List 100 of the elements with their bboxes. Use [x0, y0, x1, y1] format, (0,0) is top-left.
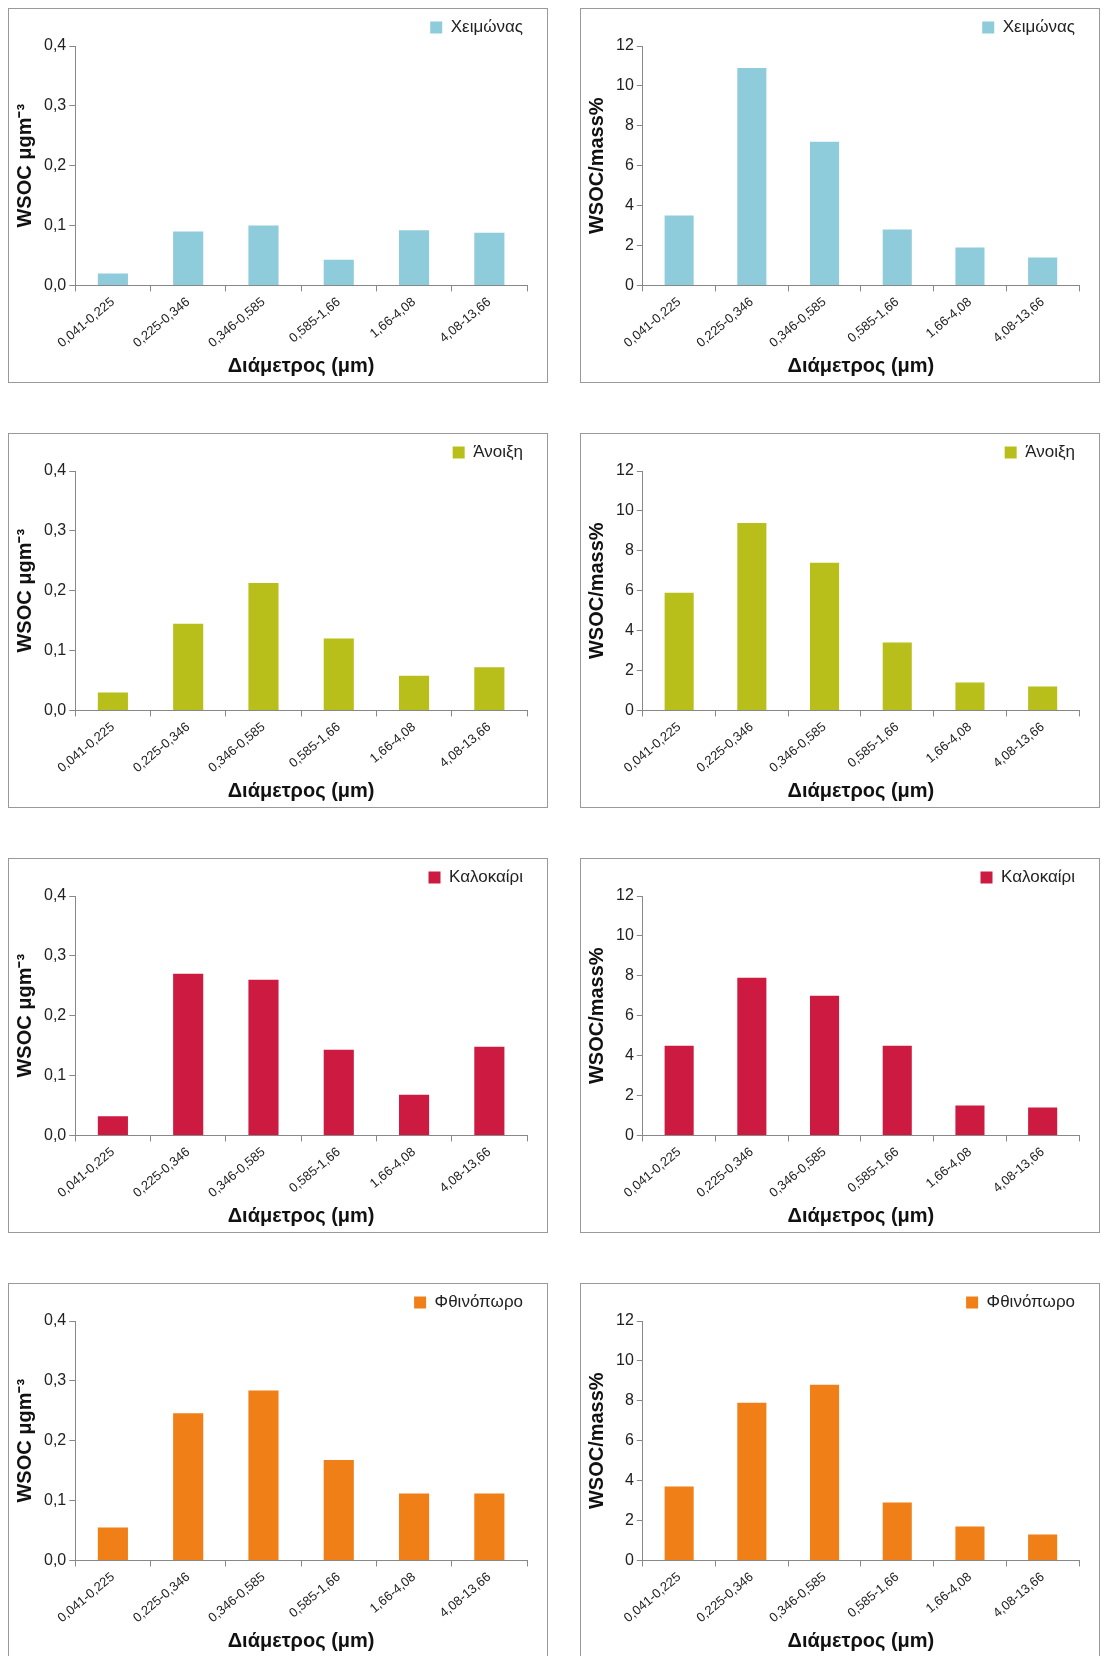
bar — [882, 1045, 912, 1135]
y-tick-label: 0,4 — [43, 1311, 67, 1329]
bar — [474, 1046, 505, 1135]
bar — [97, 273, 128, 285]
y-axis-title: WSOC μgm⁻³ — [12, 103, 35, 228]
y-tick-label: 0,0 — [43, 1550, 67, 1568]
legend-label: Άνοιξη — [473, 442, 524, 462]
x-axis-title: Διάμετρος (μm) — [787, 778, 935, 801]
legend-label: Καλοκαίρι — [449, 867, 524, 887]
y-tick-label: 0,1 — [43, 1065, 67, 1083]
y-tick-label: 2 — [624, 1085, 634, 1103]
y-tick-label: 0,4 — [43, 36, 67, 54]
bar — [399, 1493, 430, 1560]
y-tick-label: 0,3 — [43, 946, 67, 964]
y-tick-label: 12 — [616, 36, 634, 54]
bar — [737, 522, 767, 710]
legend-label: Καλοκαίρι — [1001, 867, 1076, 887]
y-tick-label: 0 — [624, 1125, 634, 1143]
y-tick-label: 0,0 — [43, 700, 67, 718]
legend-label: Άνοιξη — [1025, 442, 1076, 462]
y-tick-label: 0,3 — [43, 1371, 67, 1389]
y-axis-title: WSOC/mass% — [584, 97, 607, 235]
y-tick-label: 0 — [624, 1550, 634, 1568]
y-tick-label: 0 — [624, 275, 634, 293]
x-axis-title: Διάμετρος (μm) — [227, 778, 375, 801]
x-axis-title: Διάμετρος (μm) — [787, 1628, 935, 1651]
y-tick-label: 8 — [624, 966, 634, 984]
y-tick-label: 0,1 — [43, 640, 67, 658]
bar — [955, 682, 985, 710]
legend-label: Φθινόπωρο — [986, 1292, 1076, 1312]
bar — [737, 67, 767, 285]
bar — [1028, 1534, 1058, 1560]
y-tick-label: 4 — [624, 621, 634, 639]
bar — [173, 623, 204, 710]
bar — [323, 638, 354, 710]
bar — [882, 1502, 912, 1560]
y-tick-label: 10 — [616, 926, 634, 944]
bar — [810, 1384, 840, 1560]
y-axis-title: WSOC/mass% — [584, 1372, 607, 1510]
y-tick-label: 0,4 — [43, 461, 67, 479]
x-axis-title: Διάμετρος (μm) — [227, 1203, 375, 1226]
y-tick-label: 2 — [624, 235, 634, 253]
bar — [474, 1493, 505, 1560]
y-tick-label: 0,3 — [43, 96, 67, 114]
bar — [474, 667, 505, 710]
y-tick-label: 4 — [624, 196, 634, 214]
bar — [474, 232, 505, 285]
bar — [1028, 1107, 1058, 1135]
y-tick-label: 12 — [616, 1311, 634, 1329]
bar — [810, 995, 840, 1135]
y-tick-label: 4 — [624, 1046, 634, 1064]
bar — [399, 230, 430, 285]
y-tick-label: 10 — [616, 501, 634, 519]
y-axis-title: WSOC/mass% — [584, 947, 607, 1085]
bar — [323, 1459, 354, 1560]
x-axis-title: Διάμετρος (μm) — [227, 353, 375, 376]
bar — [955, 1105, 985, 1135]
y-tick-label: 8 — [624, 1391, 634, 1409]
y-tick-label: 0,1 — [43, 1490, 67, 1508]
y-tick-label: 8 — [624, 541, 634, 559]
bar — [1028, 686, 1058, 710]
bar — [664, 1045, 694, 1135]
bar — [399, 1094, 430, 1135]
y-tick-label: 0,2 — [43, 156, 67, 174]
legend-label: Φθινόπωρο — [434, 1292, 524, 1312]
y-tick-label: 0,0 — [43, 1125, 67, 1143]
y-tick-label: 12 — [616, 461, 634, 479]
bar — [97, 1116, 128, 1135]
bar — [664, 592, 694, 710]
bar — [173, 973, 204, 1135]
bar — [882, 642, 912, 710]
y-tick-label: 0,3 — [43, 521, 67, 539]
bar — [1028, 257, 1058, 285]
bar — [248, 582, 279, 710]
bar — [97, 1527, 128, 1560]
y-tick-label: 0 — [624, 700, 634, 718]
y-tick-label: 0,4 — [43, 886, 67, 904]
y-tick-label: 0,0 — [43, 275, 67, 293]
y-tick-label: 10 — [616, 76, 634, 94]
y-axis-title: WSOC/mass% — [584, 522, 607, 660]
bar — [664, 215, 694, 285]
bar — [399, 675, 430, 710]
legend-label: Χειμώνας — [450, 17, 524, 37]
x-axis-title: Διάμετρος (μm) — [787, 353, 935, 376]
y-axis-title: WSOC μgm⁻³ — [12, 1378, 35, 1503]
y-axis-title: WSOC μgm⁻³ — [12, 953, 35, 1078]
y-tick-label: 0,2 — [43, 1006, 67, 1024]
y-tick-label: 0,2 — [43, 1431, 67, 1449]
y-tick-label: 6 — [624, 1006, 634, 1024]
x-axis-title: Διάμετρος (μm) — [787, 1203, 935, 1226]
bar — [955, 247, 985, 285]
y-tick-label: 6 — [624, 156, 634, 174]
y-tick-label: 6 — [624, 581, 634, 599]
y-tick-label: 0,1 — [43, 215, 67, 233]
y-tick-label: 12 — [616, 886, 634, 904]
y-tick-label: 2 — [624, 1510, 634, 1528]
bar — [248, 1390, 279, 1560]
y-tick-label: 0,2 — [43, 581, 67, 599]
y-tick-label: 2 — [624, 660, 634, 678]
bar — [323, 259, 354, 285]
